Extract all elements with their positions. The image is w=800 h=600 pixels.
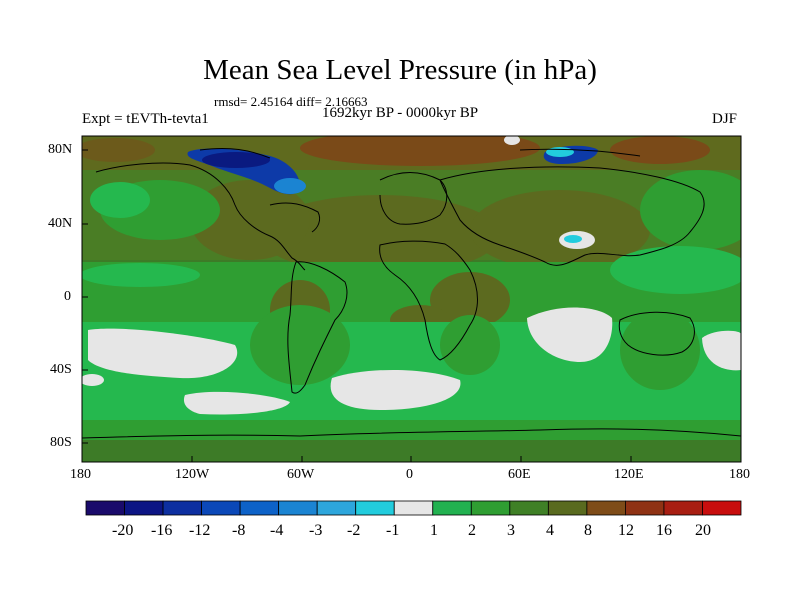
blue-eurasia-rim (546, 147, 574, 157)
gray-patch-tasman (702, 330, 741, 371)
gray-patch-indian (527, 307, 613, 362)
colorbar-label: -1 (386, 522, 400, 539)
s-green-2 (440, 315, 500, 375)
colorbar-label: 8 (584, 522, 592, 539)
map-fill-layer (82, 136, 741, 462)
coast-asia (439, 166, 705, 266)
stats-label: rmsd= 2.45164 diff= 2.16663 (214, 94, 368, 109)
gray-patch-pacific (88, 328, 238, 379)
coast-europe (379, 172, 448, 225)
colorbar-box (432, 500, 472, 516)
blue-laurentide-rim (274, 178, 306, 194)
lat-tick-label: 80S (50, 435, 72, 450)
colorbar-label: 2 (468, 522, 476, 539)
colorbar-label: 20 (695, 522, 711, 539)
gray-patch-atlantic (330, 369, 461, 410)
colorbar-label: -16 (151, 522, 173, 539)
colorbar-box (162, 500, 202, 516)
gray-patch-small (82, 374, 104, 386)
lon-tick-label: 60W (287, 467, 315, 482)
colorbar-box (316, 500, 357, 516)
colorbar-box (586, 500, 626, 516)
lon-tick-label: 120W (175, 467, 210, 482)
chart-title: Mean Sea Level Pressure (in hPa) (203, 54, 597, 86)
colorbar-label: -4 (270, 522, 284, 539)
colorbar-label: 1 (430, 522, 438, 539)
coast-australia (618, 311, 695, 356)
colorbar-label: -20 (112, 522, 134, 539)
lat-tick-label: 80N (48, 142, 73, 157)
coast-africa (379, 240, 478, 361)
colorbar-label: -12 (189, 522, 211, 539)
colorbar-box (239, 500, 280, 516)
coast-ne-america (269, 202, 321, 233)
trop-bright-1 (82, 263, 200, 287)
lon-tick-label: 60E (508, 467, 531, 482)
tick-marks (81, 149, 742, 462)
colorbar-label: -3 (309, 522, 323, 539)
colorbar-label: 12 (618, 522, 634, 539)
tibet-cyan (564, 235, 582, 243)
lon-tick-label: 180 (70, 467, 91, 482)
coast-antarctica (82, 428, 741, 439)
colorbar-box (470, 500, 511, 516)
colorbar-box (124, 500, 164, 516)
lat-tick-label: 40S (50, 362, 72, 377)
arctic-high-1 (300, 136, 540, 166)
period-label: 1692kyr BP - 0000kyr BP (322, 105, 479, 121)
s-green-3 (620, 310, 700, 390)
colorbar (85, 500, 742, 516)
lon-tick-label: 120E (614, 467, 644, 482)
pacific-green-w (640, 170, 741, 250)
colorbar-box (509, 500, 549, 516)
antarctic-band-2 (82, 440, 741, 462)
lat-tick-label: 40N (48, 216, 73, 231)
colorbar-box (393, 500, 434, 516)
lat-tick-label: 0 (64, 289, 71, 304)
blue-laurentide-core (202, 152, 270, 168)
coast-north-america (95, 162, 306, 271)
trop-bright-2 (610, 246, 741, 294)
colorbar-label: -8 (232, 522, 246, 539)
colorbar-box (85, 500, 125, 516)
experiment-label: Expt = tEVTh-tevta1 (82, 111, 209, 127)
coast-south-america (287, 261, 348, 394)
colorbar-label: 16 (656, 522, 672, 539)
lon-tick-label: 180 (729, 467, 750, 482)
season-label: DJF (712, 111, 738, 127)
na-high (190, 180, 310, 260)
gray-patch-sw-pacific (183, 391, 290, 415)
pacific-bright-n (90, 182, 150, 218)
africa-high (430, 272, 510, 328)
colorbar-box (663, 500, 703, 516)
coast-siberia (519, 148, 641, 157)
colorbar-label: 4 (546, 522, 554, 539)
colorbar-label: 3 (507, 522, 515, 539)
colorbar-box (625, 500, 665, 516)
arctic-gray (504, 136, 520, 145)
colorbar-box (278, 500, 318, 516)
s-green-1 (250, 305, 350, 385)
coast-canada-arctic (199, 147, 271, 159)
arctic-high-3 (82, 138, 155, 162)
colorbar-box (355, 500, 395, 516)
coastlines (82, 147, 741, 439)
lon-tick-label: 0 (406, 467, 413, 482)
colorbar-label: -2 (347, 522, 361, 539)
arctic-high-2 (610, 136, 710, 164)
colorbar-box (702, 500, 742, 516)
colorbar-box (201, 500, 241, 516)
colorbar-box (547, 500, 588, 516)
